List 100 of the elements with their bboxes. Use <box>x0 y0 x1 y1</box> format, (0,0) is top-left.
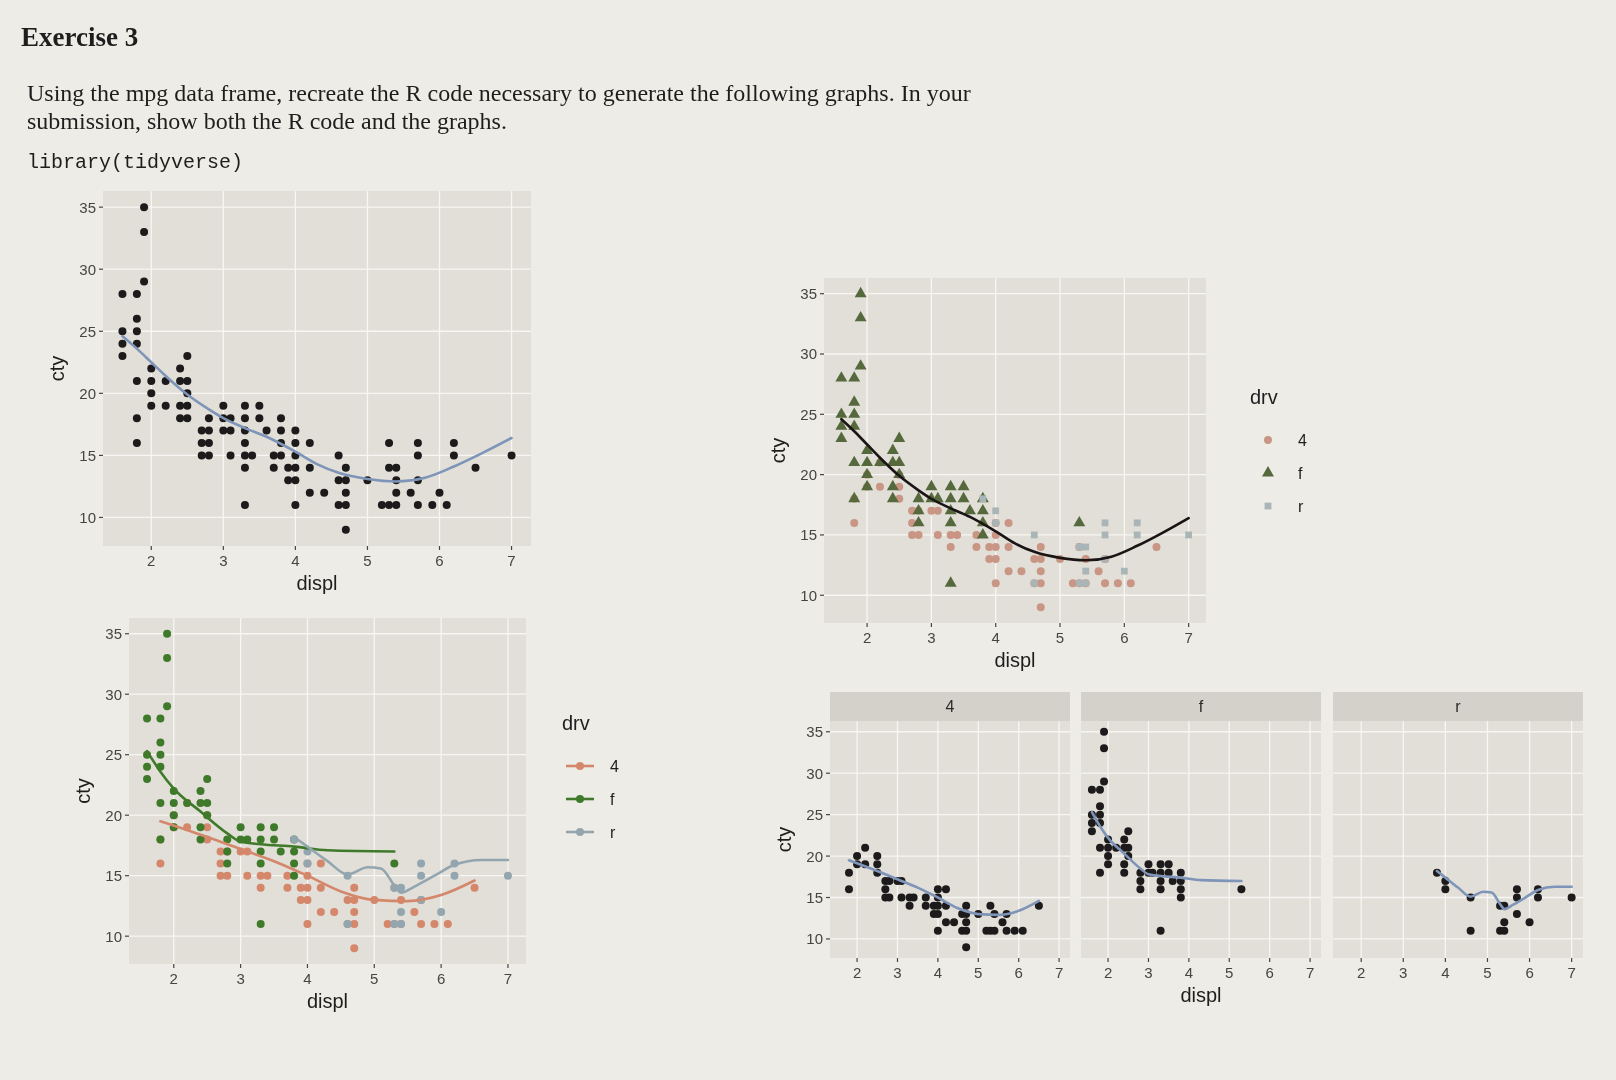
point <box>1185 531 1193 539</box>
point <box>1036 555 1045 564</box>
point <box>1120 567 1128 575</box>
point <box>848 455 861 467</box>
point <box>976 528 989 539</box>
point <box>1030 555 1039 564</box>
point <box>944 576 957 587</box>
point <box>256 859 265 868</box>
point <box>844 885 853 894</box>
point <box>1036 579 1045 588</box>
point <box>156 714 165 723</box>
x-tick-label: 5 <box>363 552 372 569</box>
point <box>243 871 252 880</box>
x-tick-label: 5 <box>1225 964 1234 981</box>
point <box>1136 876 1145 885</box>
point <box>1126 579 1135 588</box>
point <box>835 419 848 430</box>
x-tick-label: 7 <box>507 552 516 569</box>
point <box>1095 843 1104 852</box>
point <box>1533 893 1542 902</box>
point <box>443 920 452 929</box>
point <box>1100 727 1109 736</box>
point <box>941 918 950 927</box>
point <box>944 479 957 491</box>
point <box>941 885 950 894</box>
line-series <box>847 858 1041 917</box>
point <box>263 871 272 880</box>
y-tick-label: 35 <box>79 198 96 216</box>
point <box>290 847 299 856</box>
point <box>1100 744 1109 753</box>
point <box>256 871 265 880</box>
point <box>854 310 867 322</box>
point <box>256 823 265 832</box>
point <box>1034 901 1043 910</box>
y-axis-title: cty <box>767 437 789 464</box>
y-tick-label: 20 <box>105 806 122 824</box>
y-tick-label: 10 <box>806 930 823 948</box>
point <box>933 885 942 894</box>
y-tick-label: 15 <box>800 526 817 544</box>
x-tick-label: 3 <box>236 970 245 987</box>
y-tick-label: 35 <box>800 285 817 303</box>
point <box>925 479 938 491</box>
point <box>290 871 299 880</box>
point <box>283 883 292 892</box>
point <box>143 774 152 783</box>
point <box>1156 926 1165 935</box>
point <box>1095 785 1104 794</box>
y-tick-label: 20 <box>806 847 823 865</box>
point <box>163 702 172 711</box>
point <box>203 823 212 832</box>
point <box>223 835 232 844</box>
x-tick-label: 7 <box>1054 964 1064 981</box>
point <box>276 847 285 856</box>
point <box>450 871 459 880</box>
x-tick-label: 3 <box>1144 964 1153 981</box>
y-axis-title: cty <box>72 778 94 804</box>
legend-label: r <box>610 823 616 841</box>
point <box>914 530 923 539</box>
legend-title: drv <box>1250 386 1278 408</box>
point <box>256 847 265 856</box>
point <box>196 787 205 795</box>
x-tick-label: 3 <box>219 552 228 569</box>
point <box>1113 579 1122 588</box>
chart-title: f <box>1198 698 1204 715</box>
point <box>1525 918 1534 927</box>
line-series <box>159 819 476 903</box>
point <box>950 918 959 927</box>
point <box>985 543 994 551</box>
y-tick-label: 10 <box>800 586 817 604</box>
point <box>854 286 867 298</box>
x-tick-label: 5 <box>974 964 983 981</box>
point <box>169 799 178 808</box>
point <box>1500 918 1509 927</box>
x-tick-label: 6 <box>1014 964 1023 981</box>
point <box>1082 543 1090 551</box>
x-tick-label: 3 <box>927 629 936 646</box>
point <box>933 530 942 539</box>
x-tick-label: 5 <box>370 970 379 987</box>
point <box>1087 827 1096 836</box>
x-tick-label: 3 <box>893 964 902 981</box>
point <box>256 883 265 892</box>
point <box>350 883 359 892</box>
point <box>905 901 914 910</box>
point <box>330 907 339 916</box>
y-axis-title: cty <box>773 826 795 853</box>
point <box>223 859 232 868</box>
point <box>953 530 962 539</box>
text: Exercise 3 <box>21 22 139 52</box>
y-tick-label: 20 <box>79 384 96 402</box>
y-tick-label: 25 <box>806 806 823 824</box>
legend-label: f <box>1298 464 1303 482</box>
point <box>848 407 861 418</box>
y-tick-label: 30 <box>806 764 823 782</box>
point <box>156 799 165 808</box>
point <box>1087 818 1096 827</box>
legend-label: 4 <box>610 757 619 775</box>
point <box>844 868 853 877</box>
point <box>986 901 995 910</box>
point <box>1176 885 1185 894</box>
point <box>861 455 874 467</box>
